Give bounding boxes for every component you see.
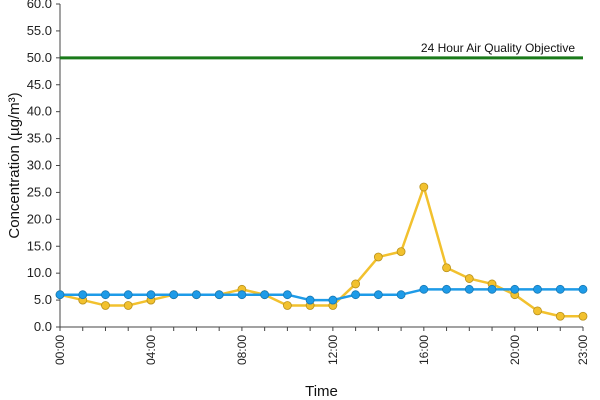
x-axis-ticks: 00:00 04:00 08:00 12:00 16:00 20:00 23:00 [53, 327, 590, 365]
data-point [373, 252, 383, 262]
data-point [555, 284, 565, 294]
data-point [442, 263, 451, 273]
data-point [237, 290, 247, 300]
data-point [533, 306, 542, 316]
data-point [260, 290, 270, 300]
data-point [578, 311, 588, 321]
data-point [419, 284, 429, 294]
data-point [328, 295, 338, 305]
data-point [464, 284, 474, 294]
x-tick-label: 00:00 [53, 335, 67, 365]
data-point [419, 182, 429, 192]
y-tick-label: 40.0 [27, 104, 52, 119]
data-point [351, 279, 361, 289]
data-point [123, 290, 133, 300]
series-2 [55, 284, 588, 305]
reference-line-label: 24 Hour Air Quality Objective [421, 41, 575, 55]
data-point [101, 290, 110, 300]
x-axis-title: Time [305, 383, 338, 400]
y-axis-title: Concentration (µg/m³) [6, 92, 23, 238]
x-tick-label: 04:00 [144, 335, 158, 365]
y-tick-label: 50.0 [27, 50, 52, 65]
data-point [123, 301, 133, 310]
data-point [192, 290, 201, 300]
y-tick-label: 35.0 [27, 131, 52, 146]
data-point [373, 290, 383, 300]
y-tick-label: 30.0 [27, 158, 52, 173]
data-point [396, 247, 406, 257]
x-tick-label: 12:00 [326, 335, 340, 365]
data-point [464, 274, 474, 283]
data-point [305, 295, 315, 305]
y-tick-label: 15.0 [27, 238, 52, 253]
data-point [101, 301, 110, 310]
x-tick-label: 23:00 [576, 335, 590, 365]
data-point [282, 290, 292, 300]
reference-line-group: 24 Hour Air Quality Objective [60, 41, 583, 60]
y-tick-label: 25.0 [27, 184, 52, 199]
data-point [55, 290, 65, 300]
y-tick-label: 55.0 [27, 23, 52, 38]
y-axis-ticks: 0.0 5.0 10.0 15.0 20.0 25.0 30.0 35.0 40.0 45.0 50… [27, 0, 60, 334]
data-point [555, 311, 565, 321]
x-tick-label: 20:00 [508, 335, 522, 365]
x-tick-label: 08:00 [235, 335, 249, 365]
x-tick-label: 16:00 [417, 335, 431, 365]
data-point [282, 301, 292, 310]
data-point [214, 290, 224, 300]
data-point [442, 284, 451, 294]
y-tick-label: 5.0 [34, 292, 52, 307]
y-tick-label: 60.0 [27, 0, 52, 11]
y-tick-label: 45.0 [27, 77, 52, 92]
data-point [533, 284, 542, 294]
y-tick-label: 0.0 [34, 319, 52, 334]
data-point [78, 290, 88, 300]
data-point [169, 290, 179, 300]
data-point [351, 290, 361, 300]
data-point [510, 284, 520, 294]
y-tick-label: 20.0 [27, 211, 52, 226]
data-point [487, 284, 497, 294]
series-group [55, 182, 588, 321]
data-point [396, 290, 406, 300]
data-point [146, 290, 156, 300]
data-point [578, 284, 588, 294]
y-tick-label: 10.0 [27, 265, 52, 280]
series-line [59, 185, 583, 318]
